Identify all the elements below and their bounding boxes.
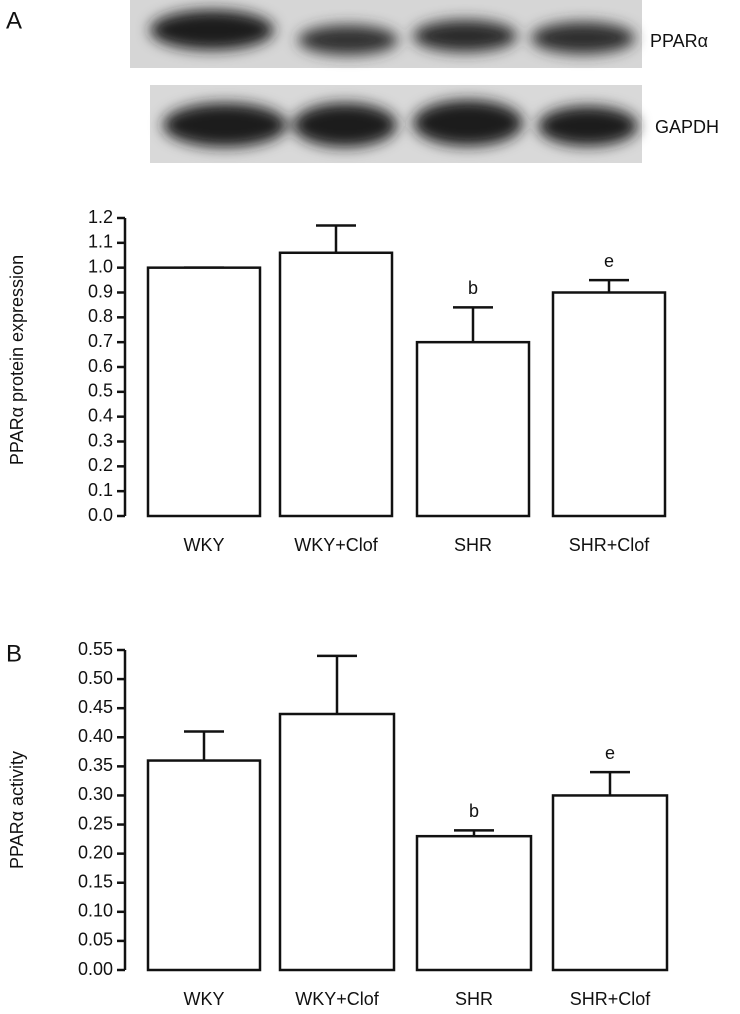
x-tick-label: WKY (183, 535, 224, 555)
y-tick-label: 0.2 (88, 455, 113, 475)
y-tick-label: 1.0 (88, 256, 113, 276)
y-tick-label: 0.45 (78, 697, 113, 717)
x-tick-label: WKY (183, 989, 224, 1009)
western-blot: PPARα GAPDH (130, 0, 719, 163)
bar (415, 340, 531, 518)
y-tick-label: 0.4 (88, 405, 113, 425)
y-tick-label: 0.8 (88, 306, 113, 326)
y-tick-label: 0.20 (78, 842, 113, 862)
y-tick-label: 0.5 (88, 381, 113, 401)
y-axis-label: PPARα protein expression (7, 255, 27, 465)
significance-label: e (604, 251, 614, 271)
y-tick-label: 1.1 (88, 232, 113, 252)
blot-label: GAPDH (655, 117, 719, 137)
y-tick-label: 0.1 (88, 480, 113, 500)
y-tick-label: 0.40 (78, 726, 113, 746)
blot-band (293, 103, 397, 147)
y-tick-label: 0.30 (78, 784, 113, 804)
y-tick-label: 0.15 (78, 871, 113, 891)
bar (551, 794, 669, 972)
blot-band (150, 10, 274, 50)
x-tick-label: SHR+Clof (569, 535, 651, 555)
y-tick-label: 0.10 (78, 901, 113, 921)
bar (551, 291, 667, 518)
x-tick-label: WKY+Clof (294, 535, 379, 555)
y-axis-label: PPARα activity (7, 751, 27, 869)
panel-label: B (6, 640, 22, 667)
blot-band (298, 25, 398, 55)
y-tick-label: 0.00 (78, 959, 113, 979)
bar (278, 251, 394, 518)
significance-label: b (469, 801, 479, 821)
bar (278, 712, 396, 972)
y-tick-label: 0.6 (88, 356, 113, 376)
significance-label: b (468, 278, 478, 298)
blot-band (538, 106, 638, 146)
blot-band (531, 22, 635, 54)
panel-label: A (6, 7, 22, 34)
y-tick-label: 1.2 (88, 207, 113, 227)
blot-band (413, 20, 517, 52)
y-tick-label: 0.25 (78, 813, 113, 833)
x-tick-label: WKY+Clof (295, 989, 380, 1009)
bar (146, 759, 262, 972)
bar (146, 266, 262, 518)
y-tick-label: 0.0 (88, 505, 113, 525)
y-tick-label: 0.7 (88, 331, 113, 351)
y-tick-label: 0.9 (88, 281, 113, 301)
x-tick-label: SHR (454, 535, 492, 555)
bar (415, 834, 533, 972)
y-tick-label: 0.35 (78, 755, 113, 775)
y-tick-label: 0.50 (78, 668, 113, 688)
significance-label: e (605, 743, 615, 763)
blot-band (413, 100, 523, 146)
y-tick-label: 0.05 (78, 930, 113, 950)
y-tick-label: 0.55 (78, 639, 113, 659)
y-tick-label: 0.3 (88, 430, 113, 450)
x-tick-label: SHR (455, 989, 493, 1009)
blot-band (163, 103, 287, 147)
x-tick-label: SHR+Clof (570, 989, 652, 1009)
blot-label: PPARα (650, 31, 708, 51)
